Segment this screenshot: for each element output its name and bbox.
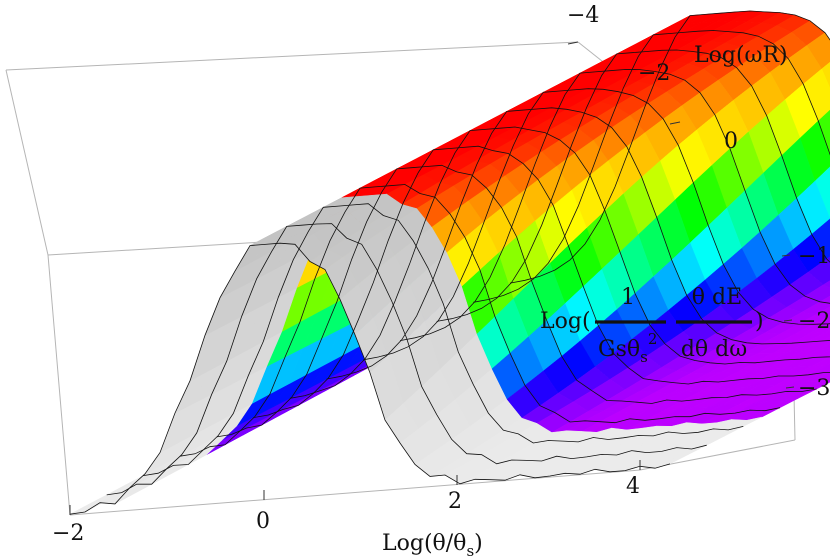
surface-patch-558 <box>823 368 830 373</box>
z-tick-mark-3 <box>785 386 795 389</box>
z-title-den1-main: Gsθ <box>598 337 640 362</box>
x-tick-label-1: −2 <box>52 521 84 546</box>
x-tick-label-4: 4 <box>626 474 640 499</box>
y-tick-label-2: −2 <box>638 61 670 86</box>
z-title-prefix: Log( <box>540 309 591 334</box>
mesh-line-12 <box>69 242 671 515</box>
x-axis-title-sub: s <box>466 542 474 560</box>
mesh-line-9 <box>179 184 781 457</box>
tick-marks <box>69 41 795 515</box>
mesh-line-3 <box>399 69 830 341</box>
surface-patch-352 <box>824 329 830 333</box>
z-title-den1-sub: s <box>640 348 648 366</box>
mesh-line-1 <box>473 30 830 303</box>
x-tick-label-2: 0 <box>256 509 270 534</box>
surface-patch-104 <box>814 166 830 220</box>
box-edge-back-top <box>5 41 579 71</box>
y-tick-mark-1 <box>567 41 579 45</box>
z-title-den2: dθ dω <box>681 337 747 362</box>
z-title-num2: θ dE <box>692 285 742 310</box>
mesh-lines <box>69 10 830 515</box>
surface-patch-22 <box>821 61 830 89</box>
surface-patch-434 <box>818 343 830 350</box>
x-axis-title: Log(θ/θs) <box>382 531 483 560</box>
box-edge-front-bottom <box>69 469 641 516</box>
z-tick-mark-2 <box>783 319 793 322</box>
surface-patch-63 <box>818 109 830 156</box>
z-tick-mark-1 <box>781 254 791 257</box>
mesh-line-2 <box>436 49 830 322</box>
y-tick-label-1: −4 <box>567 3 599 28</box>
z-title-num1: 1 <box>621 285 635 310</box>
x-tick-label-3: 2 <box>448 489 462 514</box>
mesh-line-0 <box>509 10 830 284</box>
surface <box>69 10 830 515</box>
surface-patch-393 <box>821 336 830 342</box>
mesh-line-11 <box>106 223 707 496</box>
surface-patch-475 <box>814 349 830 358</box>
x-axis-title-tail: ) <box>474 531 483 556</box>
z-tick-label-1: −1 <box>798 244 830 269</box>
z-tick-label-2: −2 <box>798 309 830 334</box>
surface-patch-146 <box>826 256 830 263</box>
mesh-line-4 <box>363 88 830 361</box>
y-axis-title: Log(ωR) <box>694 43 788 68</box>
x-axis-title-main: Log(θ/θ <box>382 531 466 556</box>
surface-patch-187 <box>822 280 830 288</box>
z-axis-title: Log( 1 Gsθs2 θ dE dθ dω ) <box>540 285 764 366</box>
z-title-suffix: ) <box>755 309 764 334</box>
y-tick-label-3: 0 <box>724 129 738 154</box>
z-title-den1-sup: 2 <box>648 330 658 348</box>
z-title-den1: Gsθs2 <box>598 330 657 366</box>
box-edge-left-top <box>5 69 49 256</box>
surface-patch-269 <box>815 306 830 315</box>
mesh-line-8 <box>216 164 817 438</box>
mesh-line-10 <box>143 203 744 476</box>
y-tick-mark-2 <box>669 121 681 125</box>
box-edge-front-left <box>47 254 71 516</box>
z-tick-label-3: −3 <box>798 376 830 401</box>
mesh-line-5 <box>326 107 830 380</box>
surface-patch-228 <box>819 295 830 304</box>
mesh-line-6 <box>289 126 830 399</box>
